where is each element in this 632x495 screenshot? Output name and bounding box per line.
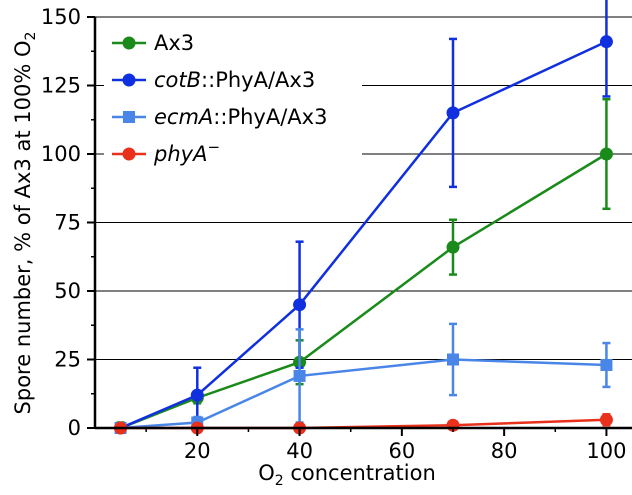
y-tick-label: 0 (68, 416, 81, 440)
data-point (293, 298, 307, 312)
legend-swatch-marker (122, 147, 136, 161)
series-layer (114, 0, 613, 435)
legend-label: phyA− (153, 138, 220, 166)
y-tick-label: 150 (41, 5, 81, 29)
series-2 (114, 322, 613, 434)
legend-label: ecmA::PhyA/Ax3 (154, 105, 327, 129)
x-tick-label: 80 (491, 439, 518, 463)
axes (87, 16, 632, 436)
y-axis-title-subscript: 2 (23, 32, 39, 41)
legend-swatch-marker (123, 111, 135, 123)
x-tick-label: 20 (184, 439, 211, 463)
tick-labels: 20 40 60 80 100 0 25 50 75 100 125 150 (41, 5, 627, 463)
x-tick-label: 60 (388, 439, 415, 463)
legend-swatch-marker (122, 36, 136, 50)
data-point (190, 388, 204, 402)
x-axis-title-subscript: 2 (275, 473, 284, 489)
x-tick-label: 100 (586, 439, 626, 463)
x-tick-label: 40 (286, 439, 313, 463)
y-tick-label: 100 (41, 142, 81, 166)
legend-box (104, 20, 362, 170)
data-point (446, 106, 460, 120)
x-axis-title: O2 concentration (258, 461, 436, 489)
data-point (600, 358, 613, 371)
data-point (599, 413, 613, 427)
data-point (599, 147, 613, 161)
data-point (446, 240, 460, 254)
y-axis-title: Spore number, % of Ax3 at 100% O2 (11, 32, 39, 415)
legend-label: Ax3 (154, 31, 194, 55)
data-point (447, 353, 459, 366)
y-tick-label: 125 (41, 74, 81, 98)
legend-label: cotB::PhyA/Ax3 (154, 68, 315, 92)
y-tick-label: 75 (54, 211, 81, 235)
y-tick-label: 50 (54, 279, 81, 303)
legend-swatch-marker (122, 73, 136, 87)
data-point (599, 35, 613, 49)
y-tick-label: 25 (54, 348, 81, 372)
data-point (293, 369, 306, 382)
